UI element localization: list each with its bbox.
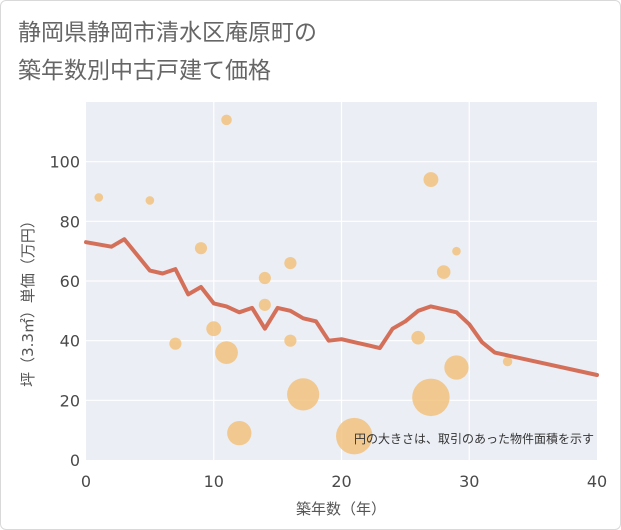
x-tick-label: 20 <box>331 472 351 491</box>
size-legend-note: 円の大きさは、取引のあった物件面積を示す <box>354 431 594 446</box>
bubble-point <box>258 271 271 285</box>
y-tick-label: 80 <box>60 212 80 231</box>
bubble-point <box>411 330 425 345</box>
bubble-point <box>227 420 252 446</box>
chart-title-line-1: 静岡県静岡市清水区庵原町の <box>18 20 317 46</box>
bubble-point <box>194 242 208 255</box>
x-tick-label: 40 <box>587 472 607 491</box>
bubble-point <box>145 196 155 205</box>
bubble-point <box>287 378 320 411</box>
bubble-point <box>215 341 238 364</box>
x-axis-label: 築年数（年） <box>296 500 386 518</box>
y-tick-label: 100 <box>49 153 80 172</box>
y-axis-label: 坪（3.3㎡）単価（万円） <box>19 213 37 387</box>
y-tick-label: 0 <box>70 451 80 470</box>
bubble-point <box>258 298 271 311</box>
bubble-point <box>412 378 450 417</box>
x-tick-label: 30 <box>459 472 479 491</box>
bubble-point <box>452 246 461 256</box>
bubble-point <box>502 356 513 367</box>
y-tick-label: 40 <box>60 332 80 351</box>
axis-ticks: 0 10 20 30 40 0 20 40 60 80 100 <box>49 153 607 491</box>
bubble-point <box>169 337 182 350</box>
x-tick-label: 0 <box>81 472 91 491</box>
average-price-line <box>84 237 599 377</box>
bubble-point <box>436 265 451 279</box>
chart-title-line-2: 築年数別中古戸建て価格 <box>18 58 271 84</box>
bubble-point <box>444 355 469 380</box>
bubble-point <box>423 172 439 188</box>
bubble-point <box>221 114 232 126</box>
bubble-point <box>94 193 104 202</box>
bubble-point <box>206 321 222 337</box>
average-line-series <box>84 237 599 377</box>
bubble-point <box>336 417 373 455</box>
y-tick-label: 20 <box>60 391 80 410</box>
bubble-series <box>94 114 513 455</box>
bubble-point <box>284 334 297 347</box>
bubble-point <box>284 257 297 270</box>
chart-title: 静岡県静岡市清水区庵原町の 築年数別中古戸建て価格 <box>18 14 608 90</box>
x-tick-label: 10 <box>204 472 224 491</box>
y-tick-label: 60 <box>60 272 80 291</box>
